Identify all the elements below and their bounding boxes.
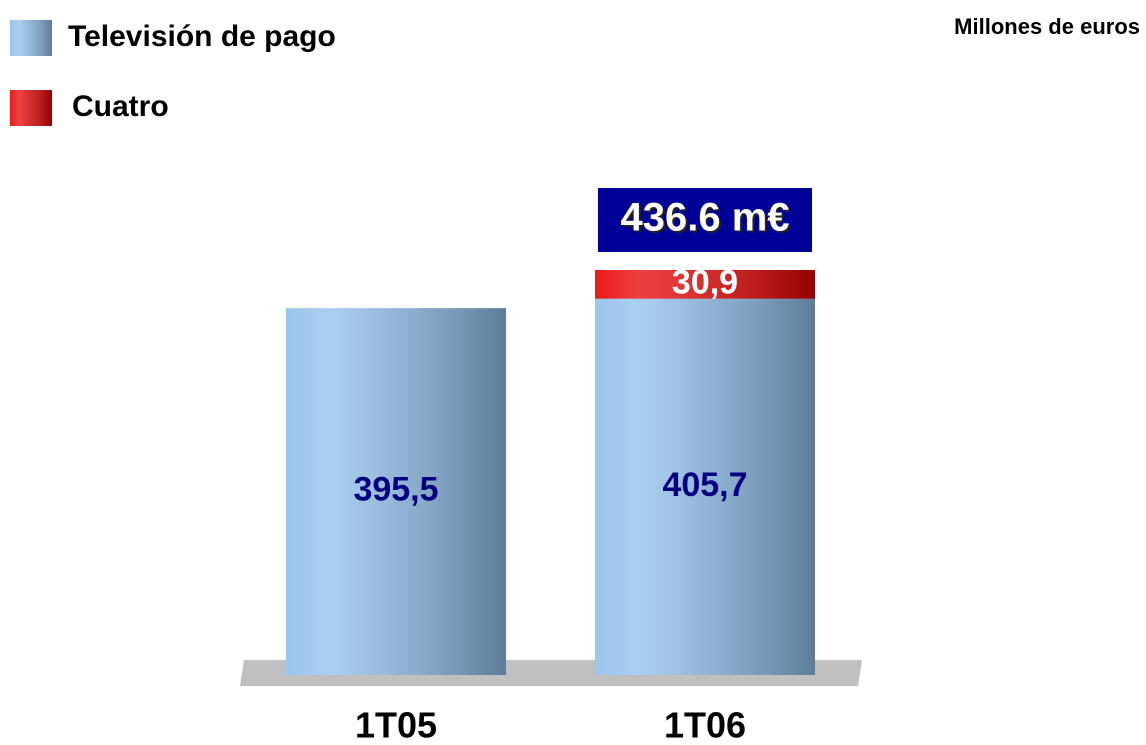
annotation-shadow: 436.6 m€ — [622, 198, 791, 242]
bar-shade — [286, 308, 506, 675]
legend-swatch-shade — [10, 20, 52, 56]
legend-swatch-shade — [10, 90, 52, 126]
bar-shade — [595, 298, 815, 675]
data-label: 405,7 — [662, 466, 747, 504]
annotation-text: 436.6 m€ — [620, 196, 789, 240]
legend-label: Cuatro — [72, 90, 169, 123]
unit-label: Millones de euros — [954, 14, 1140, 39]
annotation-box — [598, 188, 812, 252]
data-label: 30,9 — [672, 263, 738, 301]
x-tick-label: 1T05 — [355, 705, 437, 745]
data-label: 395,5 — [353, 471, 438, 509]
x-tick-label: 1T06 — [664, 705, 746, 745]
legend-label: Televisión de pago — [68, 20, 336, 53]
bar-shade — [595, 270, 815, 299]
